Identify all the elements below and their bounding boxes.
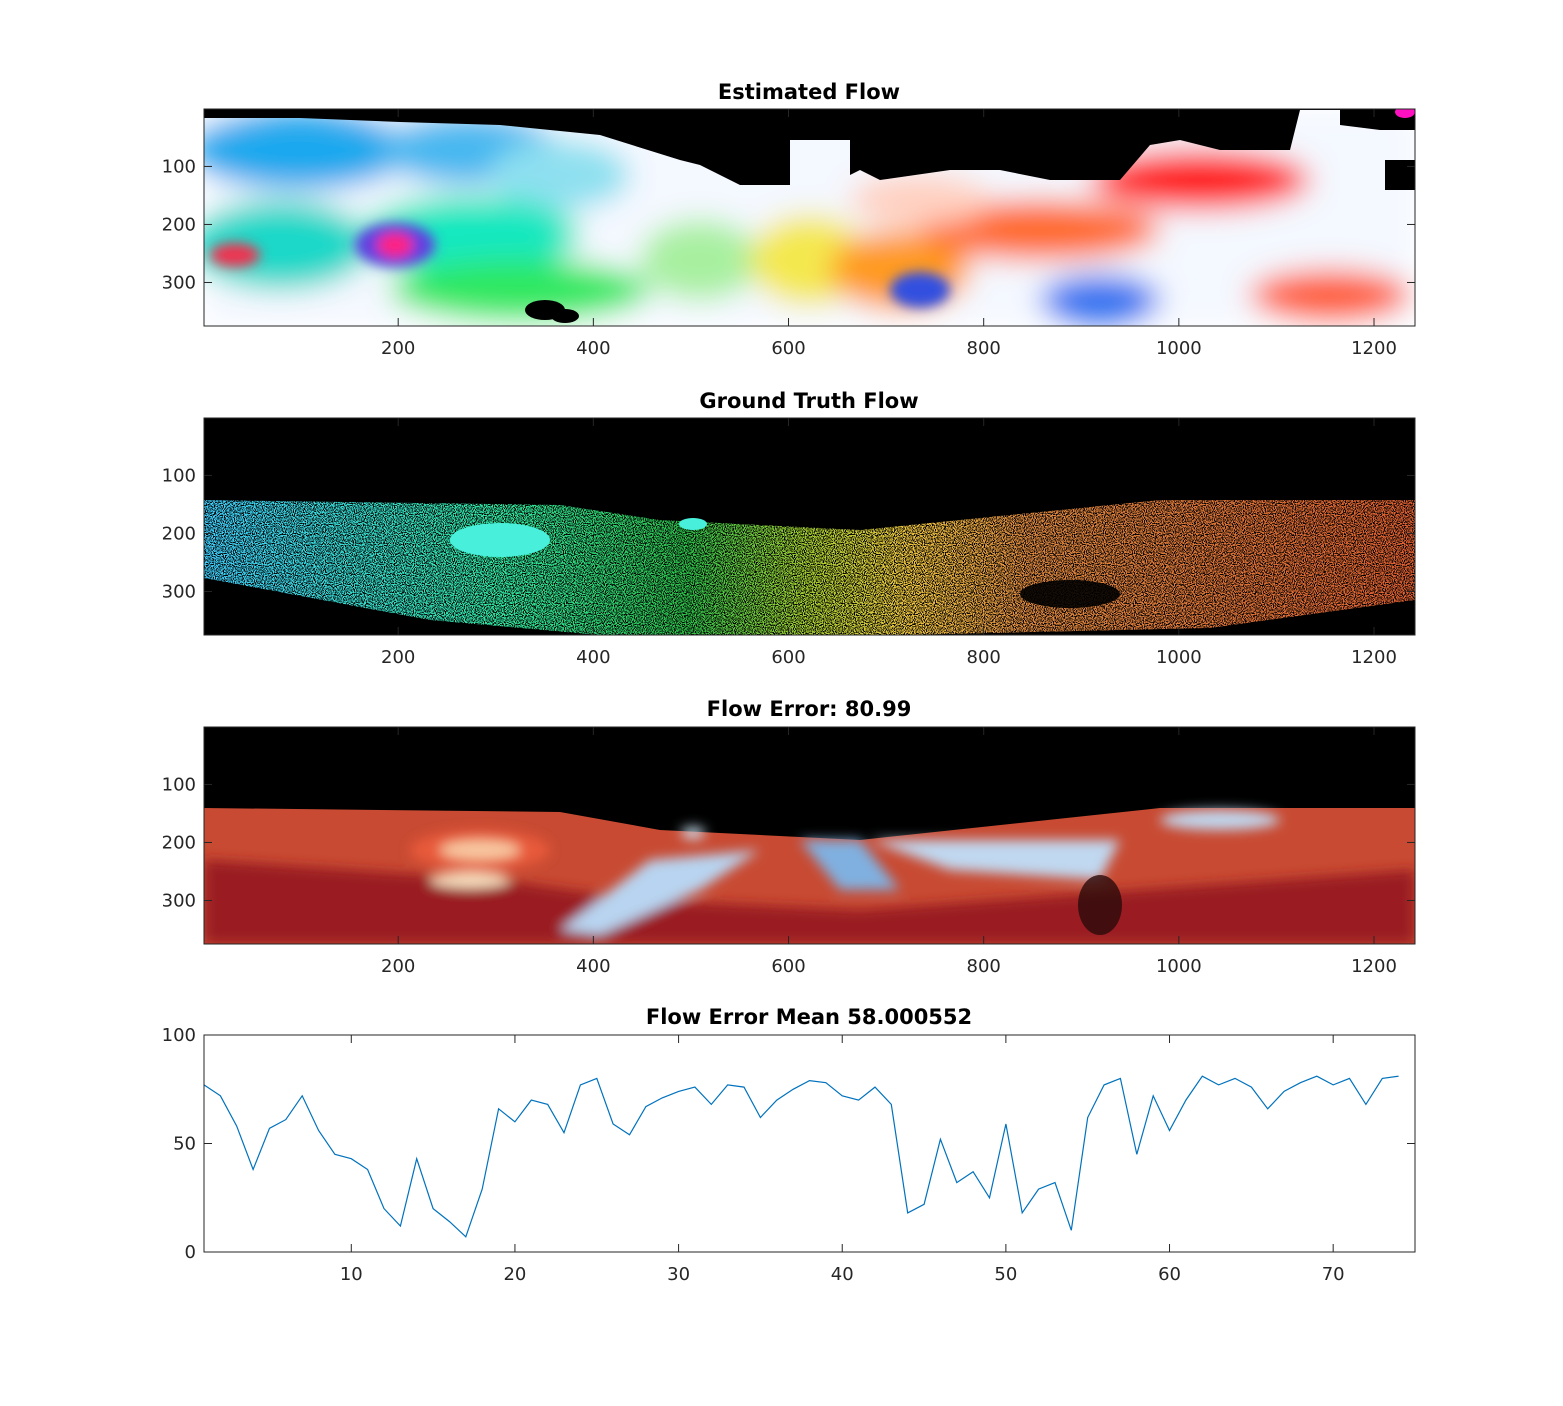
x-tick-label: 1200 xyxy=(1351,956,1397,977)
series-line xyxy=(203,1075,1399,1238)
car-blob xyxy=(450,523,550,557)
y-tick-label: 100 xyxy=(162,156,196,177)
x-tick-label: 1200 xyxy=(1351,647,1397,668)
x-tick-label: 1200 xyxy=(1351,338,1397,359)
x-tick-label: 50 xyxy=(994,1264,1017,1285)
panel-title: Estimated Flow xyxy=(718,80,900,104)
axes-frame xyxy=(203,726,1416,945)
panel-flow-error: Flow Error: 80.99 200 400 600 800 1000 1200 10… xyxy=(162,697,1416,977)
y-tick-label: 300 xyxy=(162,581,196,602)
x-tick-label: 800 xyxy=(967,647,1001,668)
x-tick-label: 20 xyxy=(503,1264,526,1285)
error-map-image xyxy=(204,727,1415,944)
panel-ground-truth-flow: Ground Truth Flow 200 400 600 800 1000 1200 10… xyxy=(162,389,1416,668)
x-tick-label: 800 xyxy=(967,338,1001,359)
panel-flow-error-mean: Flow Error Mean 58.000552 10 20 30 40 50 60 70… xyxy=(162,1005,1416,1285)
x-tick-label: 600 xyxy=(771,647,805,668)
y-tick-label: 50 xyxy=(173,1134,196,1155)
x-tick-label: 600 xyxy=(771,956,805,977)
panel-estimated-flow: Estimated Flow xyxy=(162,80,1416,359)
y-tick-label: 300 xyxy=(162,890,196,911)
y-tick-label: 300 xyxy=(162,272,196,293)
estimated-flow-image xyxy=(204,109,1415,326)
x-tick-label: 1000 xyxy=(1156,338,1202,359)
y-tick-label: 100 xyxy=(162,1025,196,1046)
y-tick-label: 200 xyxy=(162,832,196,853)
ground-truth-image xyxy=(204,418,1415,635)
panel-title: Flow Error: 80.99 xyxy=(707,697,912,721)
x-tick-label: 800 xyxy=(967,956,1001,977)
panel-title: Ground Truth Flow xyxy=(699,389,918,413)
x-tick-label: 200 xyxy=(381,338,415,359)
x-tick-label: 400 xyxy=(576,338,610,359)
y-tick-label: 200 xyxy=(162,214,196,235)
x-tick-label: 200 xyxy=(381,647,415,668)
x-tick-label: 1000 xyxy=(1156,956,1202,977)
x-tick-label: 600 xyxy=(771,338,805,359)
x-tick-label: 70 xyxy=(1322,1264,1345,1285)
x-tick-label: 60 xyxy=(1158,1264,1181,1285)
axes-ticks: 200 400 600 800 1000 1200 100 200 300 xyxy=(162,109,1415,359)
x-tick-label: 200 xyxy=(381,956,415,977)
y-tick-label: 200 xyxy=(162,523,196,544)
axes-ticks: 200 400 600 800 1000 1200 100 200 300 xyxy=(162,418,1415,668)
line-chart: 10 20 30 40 50 60 70 0 50 100 xyxy=(162,1025,1415,1285)
y-tick-label: 0 xyxy=(185,1242,196,1263)
x-tick-label: 30 xyxy=(667,1264,690,1285)
x-tick-label: 400 xyxy=(576,647,610,668)
axes-frame xyxy=(203,417,1416,636)
axes-frame xyxy=(203,1034,1416,1253)
chart-title: Flow Error Mean 58.000552 xyxy=(646,1005,972,1029)
y-tick-label: 100 xyxy=(162,465,196,486)
x-tick-label: 400 xyxy=(576,956,610,977)
x-tick-label: 1000 xyxy=(1156,647,1202,668)
x-tick-label: 10 xyxy=(340,1264,363,1285)
axes-ticks: 200 400 600 800 1000 1200 100 200 300 xyxy=(162,727,1415,977)
axes-frame xyxy=(203,108,1416,327)
car-blob xyxy=(679,518,707,530)
x-tick-label: 40 xyxy=(831,1264,854,1285)
y-tick-label: 100 xyxy=(162,774,196,795)
